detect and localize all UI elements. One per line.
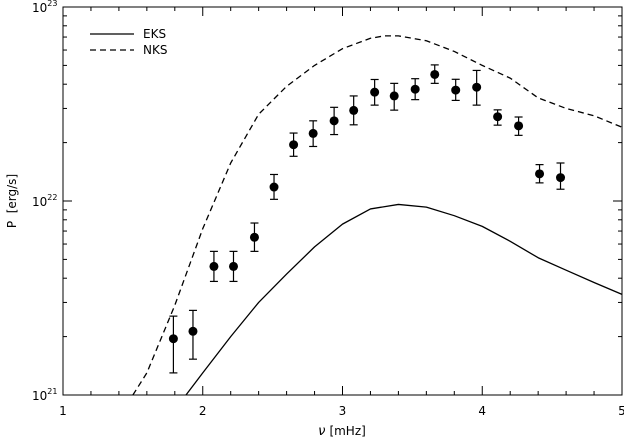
data-point [430, 64, 440, 84]
data-marker [308, 128, 318, 138]
data-point [249, 222, 259, 252]
data-point [472, 69, 482, 106]
data-marker [269, 182, 279, 192]
data-point [410, 78, 420, 101]
plot-frame [62, 6, 623, 396]
data-point [329, 106, 339, 136]
data-marker [249, 232, 259, 242]
series-line-nks [132, 35, 623, 396]
y-tick-exponent: 23 [47, 0, 57, 8]
y-tick-base: 10 [32, 1, 47, 15]
y-axis-label: P [erg/s] [5, 174, 19, 228]
data-point [289, 132, 299, 157]
x-axis-label: ν [mHz] [318, 424, 366, 439]
x-tick-label: 5 [618, 404, 624, 418]
data-marker [472, 82, 482, 92]
data-point [188, 309, 198, 360]
y-tick-exponent: 22 [47, 193, 57, 202]
data-point [389, 82, 399, 111]
legend: EKS NKS [90, 27, 167, 57]
data-marker [430, 69, 440, 79]
x-tick-label: 3 [339, 404, 347, 418]
data-point [493, 109, 503, 126]
series-line-eks [185, 203, 623, 396]
data-marker [329, 116, 339, 126]
data-points [168, 64, 566, 374]
data-marker [535, 169, 545, 179]
series-layer [132, 35, 623, 396]
data-point [451, 78, 461, 102]
data-marker [493, 112, 503, 122]
x-tick-label: 4 [478, 404, 486, 418]
data-marker [410, 84, 420, 94]
data-marker [451, 85, 461, 95]
data-marker [209, 261, 219, 271]
y-tick-base: 10 [32, 389, 47, 403]
data-point [556, 162, 566, 190]
legend-label-eks: EKS [143, 27, 166, 41]
data-point [269, 173, 279, 200]
data-marker [188, 326, 198, 336]
data-point [370, 78, 380, 106]
x-tick-label: 2 [199, 404, 207, 418]
data-marker [168, 334, 178, 344]
x-axis-ticks: 1 2 3 4 5 [59, 7, 624, 418]
data-point [209, 250, 219, 283]
data-point [168, 315, 178, 374]
x-axis-symbol: ν [318, 424, 325, 439]
y-tick-label: 1023 [32, 0, 57, 15]
x-tick-label: 1 [59, 404, 67, 418]
data-marker [514, 121, 524, 131]
data-marker [349, 105, 359, 115]
y-tick-label: 1021 [32, 387, 57, 403]
data-point [308, 120, 318, 148]
data-marker [289, 140, 299, 150]
data-marker [370, 87, 380, 97]
data-point [228, 250, 238, 283]
x-axis-unit: [mHz] [329, 424, 365, 438]
y-tick-exponent: 21 [47, 387, 57, 396]
data-marker [556, 173, 566, 183]
data-marker [389, 91, 399, 101]
data-point [535, 164, 545, 184]
legend-label-nks: NKS [143, 43, 167, 57]
data-point [349, 95, 359, 126]
data-point [514, 116, 524, 136]
y-tick-label: 1022 [32, 193, 57, 209]
data-marker [228, 261, 238, 271]
y-tick-base: 10 [32, 195, 47, 209]
